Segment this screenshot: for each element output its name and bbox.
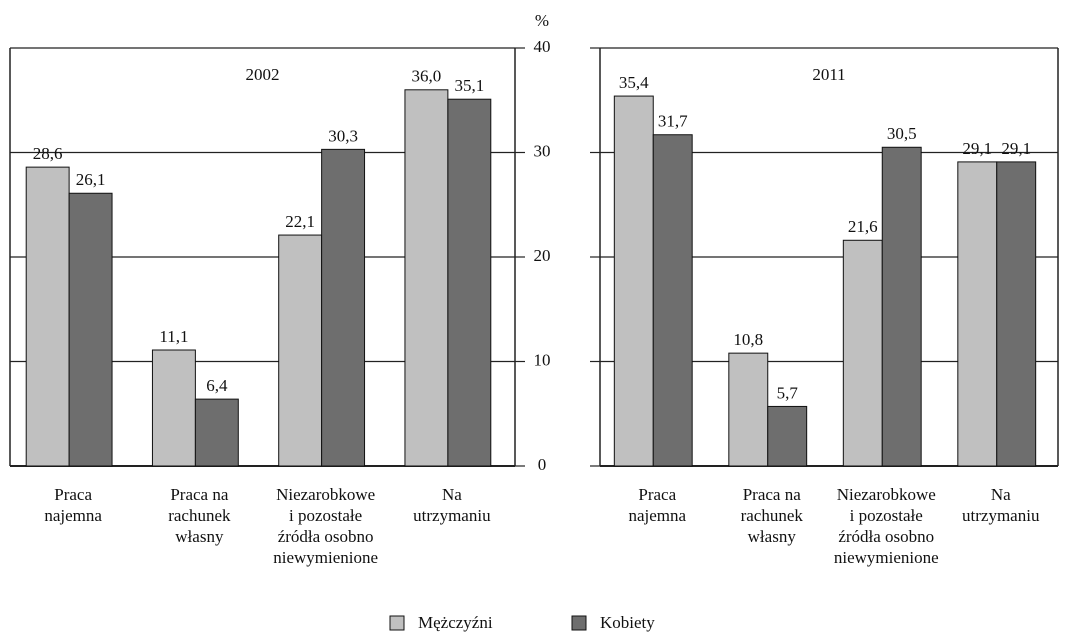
bar: [842, 239, 883, 467]
x-tick-label: utrzymaniu: [962, 506, 1040, 525]
value-label: 30,5: [887, 124, 917, 143]
value-label: 21,6: [848, 217, 878, 236]
x-tick-label: i pozostałe: [289, 506, 362, 525]
x-tick-label: rachunek: [741, 506, 804, 525]
x-tick-label: źródła osobno: [838, 527, 934, 546]
x-tick-label: Na: [991, 485, 1011, 504]
x-tick-label: Niezarobkowe: [276, 485, 375, 504]
y-tick-label: 30: [534, 141, 551, 160]
value-label: 30,3: [328, 126, 358, 145]
x-tick-label: własny: [175, 527, 224, 546]
value-label: 22,1: [285, 212, 315, 231]
bar: [404, 89, 449, 467]
x-tick-label: najemna: [44, 506, 102, 525]
value-label: 28,6: [33, 144, 63, 163]
value-label: 31,7: [658, 112, 688, 131]
x-tick-label: Praca na: [170, 485, 229, 504]
x-tick-label: Praca na: [743, 485, 802, 504]
x-tick-label: własny: [748, 527, 797, 546]
legend-swatch: [571, 615, 587, 631]
bar: [957, 161, 998, 467]
bar: [652, 134, 693, 467]
bar: [767, 405, 808, 467]
y-axis-label: %: [535, 11, 549, 30]
bar: [194, 398, 239, 467]
chart-title: 2011: [812, 65, 845, 84]
x-tick-label: Niezarobkowe: [837, 485, 936, 504]
bar: [613, 95, 654, 467]
x-tick-label: rachunek: [168, 506, 231, 525]
bar: [881, 146, 922, 467]
bar: [728, 352, 769, 467]
bar: [151, 349, 196, 467]
x-tick-label: źródła osobno: [278, 527, 374, 546]
chart-title: 2002: [246, 65, 280, 84]
x-tick-label: utrzymaniu: [413, 506, 491, 525]
x-tick-label: niewymienione: [834, 548, 939, 567]
y-tick-label: 20: [534, 246, 551, 265]
x-tick-label: niewymienione: [273, 548, 378, 567]
value-label: 29,1: [1001, 139, 1031, 158]
value-label: 6,4: [206, 376, 228, 395]
bar: [68, 192, 113, 467]
legend-label: Kobiety: [600, 613, 655, 632]
value-label: 10,8: [733, 330, 763, 349]
value-label: 35,1: [454, 76, 484, 95]
y-tick-label: 40: [534, 37, 551, 56]
y-tick-label: 0: [538, 455, 547, 474]
legend-swatch: [389, 615, 405, 631]
x-tick-label: Praca: [54, 485, 92, 504]
x-tick-label: Praca: [638, 485, 676, 504]
y-tick-label: 10: [534, 350, 551, 369]
x-tick-label: i pozostałe: [850, 506, 923, 525]
value-label: 26,1: [76, 170, 106, 189]
bar: [25, 166, 70, 467]
value-label: 29,1: [962, 139, 992, 158]
value-label: 5,7: [777, 383, 799, 402]
bar: [321, 148, 366, 467]
bar: [447, 98, 492, 467]
legend-label: Mężczyźni: [418, 613, 493, 632]
bar: [278, 234, 323, 467]
x-tick-label: Na: [442, 485, 462, 504]
bar: [996, 161, 1037, 467]
value-label: 36,0: [412, 67, 442, 86]
x-tick-label: najemna: [628, 506, 686, 525]
value-label: 35,4: [619, 73, 649, 92]
value-label: 11,1: [159, 327, 188, 346]
